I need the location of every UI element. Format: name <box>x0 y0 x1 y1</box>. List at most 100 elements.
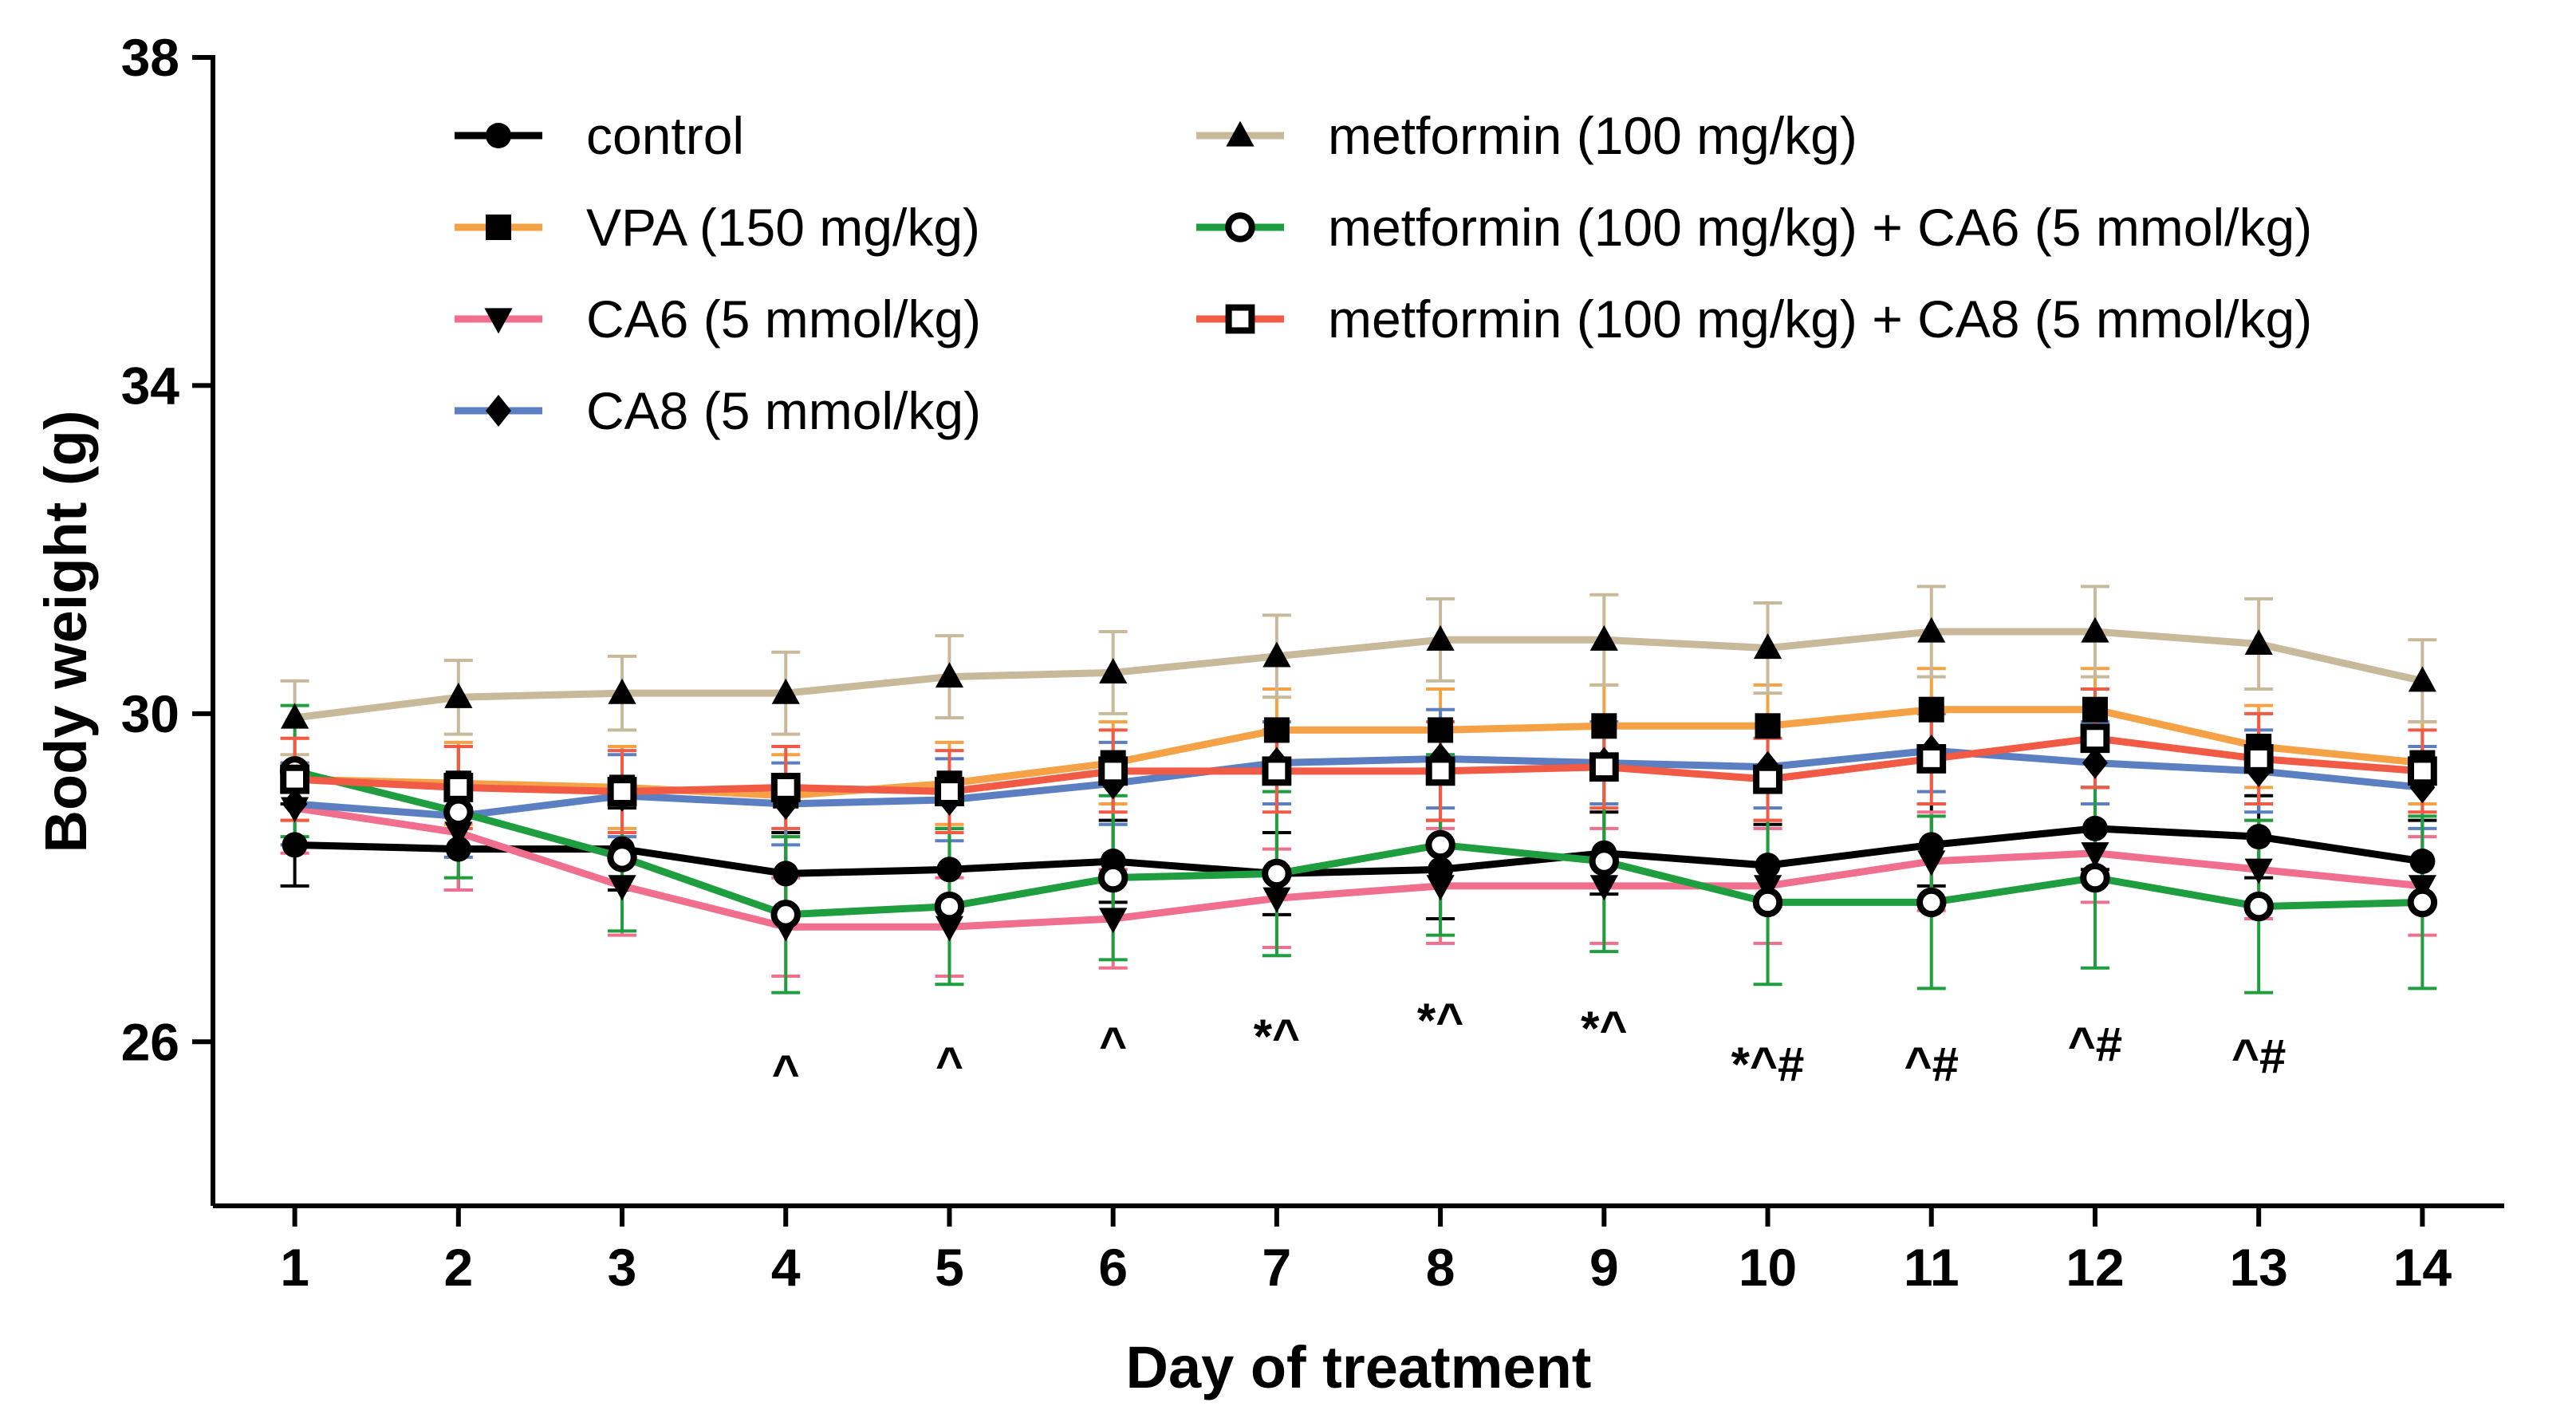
legend-marker <box>486 123 511 148</box>
legend-label: CA6 (5 mmol/kg) <box>586 289 981 349</box>
axes <box>211 55 2504 1208</box>
data-point-series-7 <box>1753 764 1782 794</box>
data-point-series-3 <box>608 875 636 901</box>
data-point-series-7 <box>280 764 310 794</box>
y-ticks: 26 30 34 38 <box>121 28 213 1071</box>
data-point-series-5 <box>444 682 473 708</box>
legend: control VPA (150 mg/kg) CA6 (5 mmol/kg) CA8… <box>455 106 2312 440</box>
data-point-series-6 <box>607 842 637 872</box>
data-point-series-7 <box>1425 756 1455 786</box>
x-tick-label: 7 <box>1262 1238 1292 1297</box>
annotation-label: ^ <box>1099 1018 1127 1071</box>
data-point-series-5 <box>935 662 964 688</box>
data-point-series-7 <box>935 777 964 806</box>
legend-label: control <box>586 106 744 165</box>
significance-annotations: ^ ^ ^ *^ *^ *^ *^# ^# ^# ^# <box>772 994 2286 1099</box>
data-point-series-1 <box>773 861 799 887</box>
data-point-series-5 <box>2408 666 2436 692</box>
annotation-label: ^# <box>2231 1030 2286 1083</box>
y-tick-label: 38 <box>121 28 179 87</box>
data-point-series-3 <box>1426 875 1455 901</box>
series-line-6 <box>293 767 2423 919</box>
data-point-series-7 <box>1262 756 1292 786</box>
data-point-series-2 <box>1591 713 1617 739</box>
data-point-series-4 <box>282 788 308 820</box>
data-point-series-5 <box>608 678 636 704</box>
data-point-series-5 <box>1589 624 1618 651</box>
x-tick-label: 12 <box>2066 1238 2124 1297</box>
data-point-series-6 <box>2080 862 2110 893</box>
data-point-series-5 <box>1917 616 1946 643</box>
data-point-series-6 <box>1752 887 1783 918</box>
data-point-series-1 <box>936 857 963 883</box>
data-point-series-1 <box>1755 853 1781 879</box>
data-point-series-3 <box>935 916 964 942</box>
data-point-series-6 <box>2407 887 2438 918</box>
series-lines <box>293 628 2424 931</box>
data-point-series-7 <box>1916 744 1947 774</box>
annotation-label: ^# <box>1904 1038 1959 1091</box>
data-point-series-6 <box>934 891 965 922</box>
x-tick-label: 6 <box>1098 1238 1128 1297</box>
data-point-series-6 <box>1097 862 1128 893</box>
data-point-series-7 <box>607 777 637 806</box>
x-tick-label: 3 <box>608 1238 637 1297</box>
y-tick-label: 26 <box>121 1012 179 1071</box>
data-point-series-2 <box>1263 717 1290 743</box>
x-axis-title: Day of treatment <box>1126 1334 1592 1400</box>
annotation-label: *^ <box>1254 1010 1300 1063</box>
legend-marker <box>1226 120 1255 147</box>
x-tick-label: 10 <box>1739 1238 1797 1297</box>
series-line-5 <box>294 628 2424 722</box>
data-point-series-7 <box>1098 756 1128 786</box>
data-point-series-3 <box>1917 850 1946 876</box>
data-point-series-5 <box>1426 624 1455 651</box>
x-tick-label: 11 <box>1904 1238 1960 1297</box>
x-tick-label: 2 <box>443 1238 473 1297</box>
legend-label: VPA (150 mg/kg) <box>586 198 980 257</box>
series-markers <box>279 616 2438 942</box>
legend-label: CA8 (5 mmol/kg) <box>586 381 981 440</box>
data-point-series-3 <box>444 821 473 848</box>
legend-marker <box>486 215 511 240</box>
data-point-series-2 <box>1918 696 1944 723</box>
legend-label: metformin (100 mg/kg) <box>1328 106 1857 165</box>
data-point-series-1 <box>2409 849 2436 874</box>
y-axis-title: Body weight (g) <box>33 411 99 853</box>
series-line-3 <box>293 804 2423 931</box>
x-tick-label: 14 <box>2393 1238 2452 1297</box>
data-point-series-3 <box>2081 842 2109 868</box>
annotation-label: ^# <box>2068 1018 2122 1071</box>
x-tick-label: 5 <box>935 1238 964 1297</box>
data-point-series-4 <box>2082 746 2108 779</box>
data-point-series-5 <box>2244 629 2273 656</box>
data-point-series-6 <box>1589 846 1620 876</box>
data-point-series-6 <box>1262 858 1292 889</box>
data-point-series-7 <box>770 773 801 802</box>
annotation-label: *^# <box>1731 1038 1805 1091</box>
data-point-series-5 <box>771 678 800 704</box>
data-point-series-2 <box>2082 696 2108 723</box>
x-ticks: 1 2 3 4 5 6 7 8 9 10 11 12 13 14 <box>280 1206 2452 1297</box>
legend-marker <box>484 308 513 334</box>
data-point-series-6 <box>2243 891 2274 922</box>
legend-label: metformin (100 mg/kg) + CA8 (5 mmol/kg) <box>1328 289 2312 349</box>
data-point-series-2 <box>1755 713 1781 739</box>
series-line-1 <box>294 825 2424 877</box>
data-point-series-3 <box>1262 887 1291 913</box>
y-tick-label: 30 <box>121 684 179 743</box>
series-line-7 <box>294 735 2423 796</box>
y-tick-label: 34 <box>121 356 180 415</box>
annotation-label: ^ <box>935 1038 963 1091</box>
data-point-series-1 <box>445 836 471 862</box>
x-tick-label: 8 <box>1426 1238 1455 1297</box>
legend-marker <box>486 395 511 427</box>
annotation-label: *^ <box>1417 994 1463 1047</box>
data-point-series-5 <box>281 703 309 729</box>
data-point-series-3 <box>1589 875 1618 901</box>
data-point-series-3 <box>2244 858 2273 884</box>
annotation-label: ^ <box>772 1046 800 1099</box>
x-tick-label: 4 <box>771 1238 801 1297</box>
x-tick-label: 9 <box>1589 1238 1619 1297</box>
